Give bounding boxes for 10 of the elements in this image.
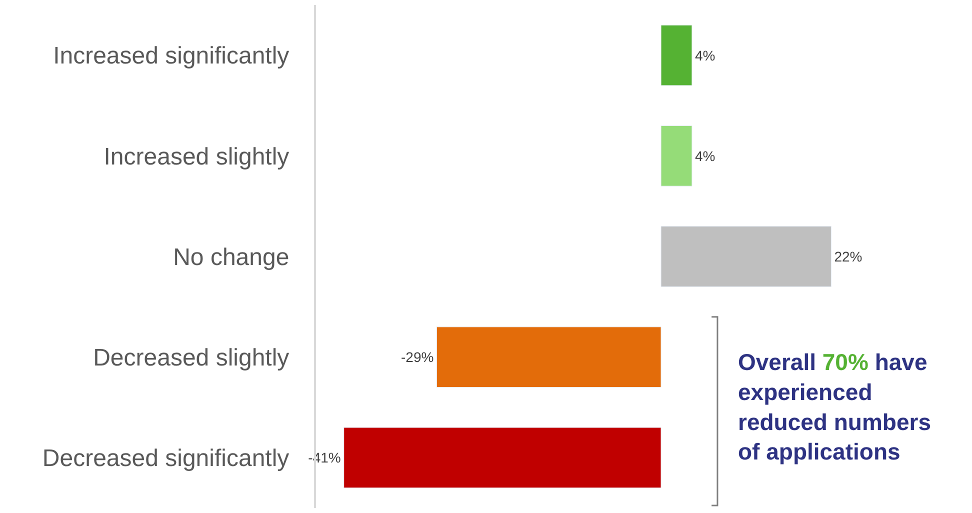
y-tick-label: Increased significantly bbox=[53, 42, 290, 70]
data-label: -29% bbox=[400, 349, 434, 366]
data-label: 4% bbox=[694, 148, 716, 164]
y-tick-label: No change bbox=[173, 244, 290, 271]
data-label: 22% bbox=[834, 248, 862, 264]
y-tick-label: Decreased slightly bbox=[93, 344, 290, 372]
y-tick-label: Increased slightly bbox=[104, 143, 290, 170]
y-tick-label: Decreased significantly bbox=[42, 445, 290, 472]
data-label: 4% bbox=[694, 47, 716, 64]
annotation: Overall 70% have experienced reduced numbers of applications bbox=[738, 349, 931, 465]
